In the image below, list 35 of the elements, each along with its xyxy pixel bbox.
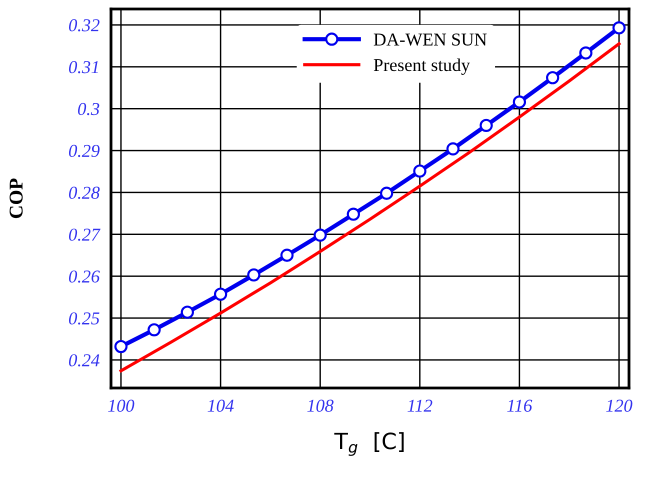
point (579, 46, 592, 60)
point (612, 21, 626, 34)
point (346, 208, 360, 221)
y-tick-label: 0.32 (68, 19, 100, 32)
x-tick-label: 112 (408, 400, 432, 412)
x-tick-label: 100 (108, 400, 134, 412)
point (148, 323, 161, 336)
point (114, 340, 128, 354)
point (180, 306, 194, 319)
point (446, 142, 460, 156)
point (380, 186, 394, 200)
x-axis-title: T$_{g}$ [C] (334, 432, 404, 456)
x-tick-label: 108 (307, 400, 334, 412)
x-tick-label: 104 (208, 400, 234, 412)
y-tick-label: 0.27 (68, 228, 101, 241)
point (512, 95, 526, 109)
legend-label: Present study (374, 58, 470, 75)
y-tick-label: 0.29 (68, 144, 100, 158)
point (546, 71, 560, 84)
y-axis-title: COP (10, 178, 23, 218)
x-tick-label: 120 (606, 400, 632, 412)
y-tick-label: 0.26 (68, 270, 100, 283)
point (314, 228, 327, 242)
legend-label: DA-WEN SUN (374, 34, 487, 46)
y-tick-label: 0.25 (68, 312, 100, 325)
point (480, 118, 493, 132)
point (247, 268, 260, 282)
y-tick-label: 0.31 (68, 61, 98, 74)
y-tick-label: 0.24 (68, 354, 100, 366)
point (413, 164, 426, 178)
x-tick-label: 116 (507, 400, 532, 412)
y-tick-label: 0.3 (78, 102, 100, 116)
point (214, 288, 228, 301)
point (280, 248, 294, 262)
y-tick-label: 0.28 (68, 186, 100, 199)
